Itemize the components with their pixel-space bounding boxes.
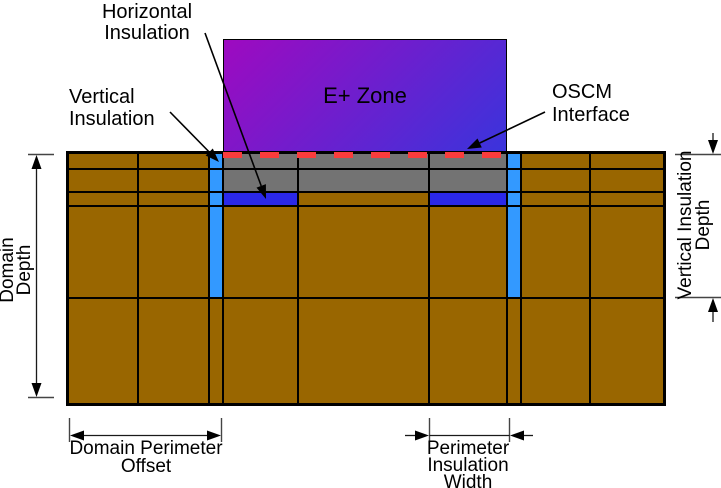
domain-depth-label: Domain Depth	[0, 237, 35, 303]
grid-line-vertical	[520, 153, 522, 404]
oscm-interface-label: OSCM Interface	[552, 81, 630, 126]
grid-line-vertical	[208, 153, 210, 404]
domain-depth-up-arrowhead-icon	[31, 155, 42, 169]
perimeter-insulation-width-label: Perimeter Insulation Width	[426, 438, 510, 488]
eplus-zone-label: E+ Zone	[323, 82, 407, 108]
soil-domain	[68, 153, 664, 404]
grid-line-horizontal	[68, 297, 664, 299]
grid-line-horizontal	[68, 205, 664, 207]
slab-region	[223, 153, 507, 192]
vertical-insulation-depth-label: Vertical Insulation Depth	[675, 150, 714, 300]
horizontal-insulation-label: Horizontal Insulation	[101, 1, 193, 44]
grid-line-vertical	[428, 153, 430, 404]
grid-line-horizontal	[68, 168, 664, 170]
vertical-insulation-left-strip	[209, 153, 223, 298]
eplus-zone: E+ Zone	[223, 39, 507, 152]
vertical-insulation-label: Vertical Insulation	[69, 86, 155, 130]
grid-line-vertical	[506, 153, 508, 404]
grid-line-horizontal	[68, 191, 664, 193]
horizontal-insulation-right-segment	[429, 192, 507, 206]
grid-line-vertical	[137, 153, 139, 404]
piw-right-arrowhead-icon	[510, 430, 524, 441]
horizontal-insulation-left-segment	[223, 192, 298, 206]
grid-line-vertical	[222, 153, 224, 404]
domain-outline	[66, 151, 666, 406]
vertical-insulation-right-strip	[507, 153, 521, 298]
grid-line-vertical	[589, 153, 591, 404]
domain-perimeter-offset-label: Domain Perimeter Offset	[69, 438, 223, 477]
domain-depth-down-arrowhead-icon	[31, 383, 42, 397]
oscm-interface-dashes	[223, 151, 507, 158]
grid-line-vertical	[297, 153, 299, 404]
